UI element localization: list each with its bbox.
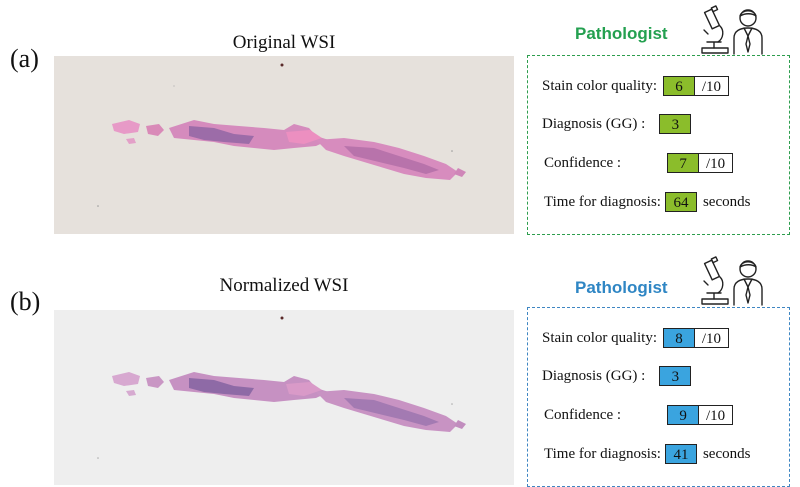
diagnosis-score: 3 — [659, 366, 692, 386]
confidence-label: Confidence : — [544, 406, 622, 423]
stain-quality-score: 8 — [662, 328, 695, 348]
panel-original: (a) Original WSI Pathologist — [0, 0, 800, 243]
diagnosis-time-value: 41 — [664, 444, 697, 464]
stain-quality-row: Stain color quality: 6/10 — [542, 75, 729, 97]
stain-quality-score: 6 — [662, 76, 695, 96]
pathologist-label: Pathologist — [575, 278, 668, 297]
panel-letter: (b) — [10, 287, 41, 316]
diagnosis-time-label: Time for diagnosis: — [544, 193, 661, 210]
wsi-title: Normalized WSI — [219, 275, 349, 296]
pathologist-label: Pathologist — [575, 24, 668, 43]
tissue-sample — [112, 120, 466, 180]
wsi-title: Original WSI — [232, 32, 336, 53]
diagnosis-label: Diagnosis (GG) : — [542, 115, 646, 132]
wsi-image-original — [54, 56, 514, 234]
confidence-score: 9 — [667, 405, 700, 425]
pathologist-microscope-icon — [694, 4, 766, 56]
confidence-row: Confidence : 9/10 — [542, 404, 734, 426]
diagnosis-row: Diagnosis (GG) : 3 — [542, 113, 692, 135]
diagnosis-time-unit: seconds — [702, 193, 751, 210]
evaluation-box: Stain color quality: 6/10 Diagnosis (GG)… — [527, 55, 790, 235]
pathologist-microscope-icon — [694, 255, 766, 307]
confidence-score: 7 — [667, 153, 700, 173]
stain-quality-label: Stain color quality: — [542, 329, 657, 346]
confidence-max: /10 — [699, 153, 734, 173]
stain-quality-max: /10 — [694, 328, 729, 348]
diagnosis-time-unit: seconds — [702, 445, 751, 462]
tissue-sample — [112, 372, 466, 432]
stain-quality-row: Stain color quality: 8/10 — [542, 327, 729, 349]
diagnosis-label: Diagnosis (GG) : — [542, 367, 646, 384]
evaluation-box: Stain color quality: 8/10 Diagnosis (GG)… — [527, 307, 790, 487]
diagnosis-time-value: 64 — [664, 192, 697, 212]
wsi-image-normalized — [54, 310, 514, 485]
confidence-row: Confidence : 7/10 — [542, 152, 734, 174]
diagnosis-time-row: Time for diagnosis: 41 seconds — [542, 443, 750, 465]
panel-normalized: (b) Normalized WSI Pathologist — [0, 243, 800, 487]
stain-quality-label: Stain color quality: — [542, 77, 657, 94]
stain-quality-max: /10 — [694, 76, 729, 96]
diagnosis-score: 3 — [659, 114, 692, 134]
diagnosis-time-label: Time for diagnosis: — [544, 445, 661, 462]
panel-letter: (a) — [10, 44, 39, 73]
diagnosis-row: Diagnosis (GG) : 3 — [542, 365, 692, 387]
diagnosis-time-row: Time for diagnosis: 64 seconds — [542, 191, 750, 213]
confidence-label: Confidence : — [544, 154, 622, 171]
confidence-max: /10 — [699, 405, 734, 425]
